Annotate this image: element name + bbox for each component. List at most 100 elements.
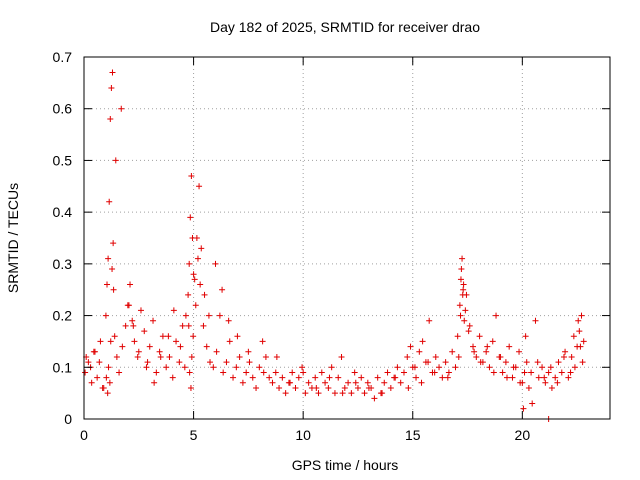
data-point xyxy=(510,364,517,371)
data-point xyxy=(322,379,329,386)
data-point xyxy=(486,364,493,371)
data-point xyxy=(419,338,426,345)
data-point xyxy=(473,353,480,360)
y-tick-label: 0.5 xyxy=(53,152,73,168)
data-point xyxy=(289,369,296,376)
data-point xyxy=(466,322,473,329)
data-point xyxy=(471,348,478,355)
data-point xyxy=(108,85,115,92)
data-point xyxy=(151,379,158,386)
data-point xyxy=(489,338,496,345)
data-point xyxy=(119,343,126,350)
data-point xyxy=(523,359,530,366)
data-point xyxy=(568,353,575,360)
data-point xyxy=(243,369,250,376)
data-point xyxy=(502,359,509,366)
data-point xyxy=(405,384,412,391)
data-point xyxy=(109,69,116,76)
data-point xyxy=(522,333,529,340)
data-point xyxy=(143,364,150,371)
data-point xyxy=(223,359,230,366)
data-point xyxy=(484,343,491,350)
data-point xyxy=(400,369,407,376)
data-point xyxy=(426,317,433,324)
data-point xyxy=(445,369,452,376)
data-point xyxy=(194,255,201,262)
data-point xyxy=(216,312,223,319)
data-point xyxy=(186,369,193,376)
data-point xyxy=(476,333,483,340)
data-point xyxy=(272,369,279,376)
data-point xyxy=(425,359,432,366)
x-tick-label: 15 xyxy=(405,427,421,443)
data-point xyxy=(213,348,220,355)
data-point xyxy=(185,291,192,298)
data-point xyxy=(287,379,294,386)
data-point xyxy=(188,172,195,179)
data-point xyxy=(153,369,160,376)
data-point xyxy=(449,348,456,355)
data-point xyxy=(276,384,283,391)
axes-layer: 0 0.1 0.2 0.3 0.4 0.5 0.6 0.7 0 5 10 15 20 xyxy=(53,49,610,443)
data-point xyxy=(577,343,584,350)
y-axis-label: SRMTID / TECUs xyxy=(5,183,21,293)
data-point xyxy=(525,384,532,391)
data-point xyxy=(571,364,578,371)
data-point xyxy=(226,338,233,345)
data-point xyxy=(338,353,345,360)
y-tick-label: 0 xyxy=(64,411,72,427)
data-point xyxy=(116,369,123,376)
data-point xyxy=(313,384,320,391)
data-point xyxy=(516,348,523,355)
data-point xyxy=(345,379,352,386)
data-point xyxy=(300,369,307,376)
data-point xyxy=(457,276,464,283)
data-point xyxy=(103,374,110,381)
data-point xyxy=(562,348,569,355)
data-point xyxy=(578,312,585,319)
data-point xyxy=(163,364,170,371)
data-point xyxy=(439,374,446,381)
data-point xyxy=(547,364,554,371)
data-point xyxy=(374,374,381,381)
data-point xyxy=(452,364,459,371)
data-point xyxy=(555,359,562,366)
data-point xyxy=(135,348,142,355)
data-point xyxy=(170,307,177,314)
data-point xyxy=(517,379,524,386)
data-point xyxy=(456,302,463,309)
data-point xyxy=(460,281,467,288)
data-point xyxy=(404,353,411,360)
data-point xyxy=(197,281,204,288)
data-point xyxy=(130,322,137,329)
data-point xyxy=(187,214,194,221)
data-point xyxy=(212,260,219,267)
data-point xyxy=(113,353,120,360)
data-point xyxy=(457,312,464,319)
data-point xyxy=(379,390,386,397)
data-point xyxy=(325,384,332,391)
data-point xyxy=(364,379,371,386)
data-point xyxy=(454,333,461,340)
y-tick-label: 0.7 xyxy=(53,49,73,65)
data-point xyxy=(105,364,112,371)
data-point xyxy=(262,353,269,360)
data-point xyxy=(455,353,462,360)
data-point xyxy=(188,353,195,360)
data-point xyxy=(354,384,361,391)
data-point xyxy=(392,374,399,381)
data-point xyxy=(465,328,472,335)
data-point xyxy=(535,374,542,381)
data-point xyxy=(190,271,197,278)
data-point xyxy=(361,390,368,397)
x-tick-label: 5 xyxy=(190,427,198,443)
data-point xyxy=(181,364,188,371)
data-point xyxy=(230,374,237,381)
data-point xyxy=(177,343,184,350)
data-point xyxy=(499,369,506,376)
data-point xyxy=(176,359,183,366)
data-point xyxy=(259,338,266,345)
data-point xyxy=(462,307,469,314)
data-point xyxy=(520,405,527,412)
data-point xyxy=(305,379,312,386)
